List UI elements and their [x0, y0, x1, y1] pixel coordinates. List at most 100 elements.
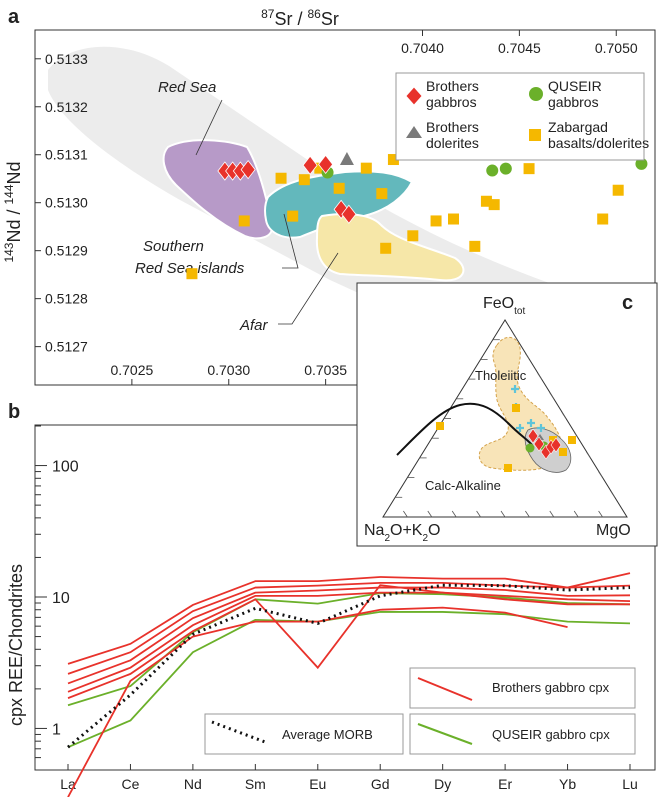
legend-brothers-box — [409, 667, 636, 709]
tholeiitic-calcalkaline-divide — [396, 402, 533, 456]
panel-c-ternary-inset: c FeOtot Na2O+K2O MgO Tholeiitic Calc-Al… — [356, 282, 658, 547]
y-tick-label: 0.5133 — [45, 51, 88, 67]
ternary-tick-right — [610, 491, 616, 498]
ternary-cross-point — [516, 424, 524, 432]
data-point-triangle — [339, 152, 354, 166]
cross-mark — [537, 424, 545, 432]
panel-a-ticks — [35, 30, 617, 385]
data-point-square — [380, 242, 392, 254]
ree-element-label: Lu — [622, 776, 638, 792]
ree-element-label: Gd — [371, 776, 390, 792]
panel-b-ree-chart: b cpx REE/Chondrites 1 10 100 La Ce Nd Sm Eu Gd D… — [6, 401, 656, 797]
y-tick-label: 0.5127 — [45, 339, 88, 355]
region-label-red-sea: Red Sea — [158, 79, 216, 96]
legend-morb-box — [204, 713, 404, 755]
data-point-circle — [486, 164, 499, 177]
legend-marker-brothers-dolerites — [406, 126, 422, 138]
data-point-square — [612, 184, 624, 196]
ternary-tick-bottom — [500, 510, 506, 518]
cross-mark — [527, 419, 535, 427]
data-point-square — [430, 215, 442, 227]
ternary-vertex-mgo: MgO — [596, 522, 631, 539]
y-axis-title: 143Nd / 144Nd — [2, 161, 24, 262]
x-axis-title: 87Sr / 86Sr — [261, 7, 339, 29]
panel-b-label: b — [8, 401, 20, 423]
ree-element-label: Sm — [245, 776, 266, 792]
data-point-diamond — [318, 154, 334, 174]
ree-element-label: La — [60, 776, 76, 792]
ternary-label-calc-alkaline: Calc-Alkaline — [425, 478, 501, 493]
ternary-tick-bottom — [525, 510, 530, 518]
ternary-tick-right — [598, 471, 603, 478]
ternary-tick-right — [549, 392, 555, 400]
panel-c-label: c — [622, 292, 633, 314]
legend-marker-zabargad — [529, 129, 541, 141]
ternary-zabargad-point — [549, 436, 557, 444]
ternary-vertex-alkali: Na2O+K2O — [364, 522, 441, 544]
leader-afar — [278, 252, 339, 325]
brothers-cpx-line — [67, 586, 631, 685]
ternary-zabargad-point — [512, 404, 520, 412]
ternary-zabargad-point — [436, 422, 444, 430]
brothers-cpx-line — [67, 606, 568, 797]
panel-a-data-marks — [186, 152, 648, 280]
legend-label-zabargad-2: basalts/dolerites — [548, 135, 649, 151]
data-point-square — [387, 154, 399, 166]
data-point-diamond — [302, 155, 318, 175]
ternary-brothers-point — [527, 428, 539, 444]
ternary-cross-point — [537, 424, 545, 432]
ternary-tick-bottom — [403, 510, 408, 518]
data-point-square — [287, 210, 299, 222]
ternary-tick-bottom — [451, 510, 457, 518]
brothers-cpx-line — [67, 582, 631, 675]
panel-b-lines — [67, 572, 631, 797]
cross-mark — [511, 385, 519, 393]
ternary-triangle — [382, 319, 628, 518]
legend-brothers-swatch — [417, 677, 473, 701]
region-label-afar: Afar — [239, 317, 269, 334]
x-tick-label-top: 0.7050 — [595, 40, 638, 56]
ree-element-label: Eu — [309, 776, 326, 792]
data-point-circle — [499, 162, 512, 175]
ree-element-label: Dy — [434, 776, 451, 792]
legend-quseir-label: QUSEIR gabbro cpx — [492, 727, 610, 742]
cross-mark — [516, 424, 524, 432]
ternary-tick-right — [561, 412, 567, 419]
ternary-tick-bottom — [598, 510, 603, 518]
ternary-tick-bottom — [476, 510, 481, 518]
ternary-brothers-point — [550, 437, 562, 453]
data-point-square — [275, 172, 287, 184]
ternary-cross-point — [527, 419, 535, 427]
ternary-zabargad-point — [504, 464, 512, 472]
leader-southern-islands — [282, 213, 299, 269]
ree-y-axis-title: cpx REE/Chondrites — [6, 564, 26, 726]
y-tick-label: 0.5132 — [45, 99, 88, 115]
ree-y-tick-label: 100 — [52, 459, 79, 476]
x-tick-label-bottom: 0.7030 — [207, 362, 250, 378]
legend-label-brothers-dolerites-1: Brothers — [426, 119, 479, 135]
legend-label-brothers-gabbros-1: Brothers — [426, 78, 479, 94]
region-label-southern: Southern — [143, 238, 204, 255]
data-point-square — [407, 230, 419, 242]
data-point-diamond — [240, 159, 256, 180]
data-point-square — [298, 174, 310, 186]
legend-marker-quseir-gabbros — [529, 87, 543, 101]
data-point-square — [186, 268, 198, 280]
ree-element-label: Er — [498, 776, 512, 792]
panel-a-tick-labels: 0.7025 0.7030 0.7035 0.7040 0.7045 0.7050 0.51… — [45, 40, 638, 378]
ree-element-label: Ce — [121, 776, 139, 792]
ree-element-label: Nd — [184, 776, 202, 792]
ternary-tick-right — [586, 451, 591, 459]
ternary-tick-right — [573, 431, 579, 439]
data-point-square — [523, 163, 535, 175]
legend-label-brothers-dolerites-2: dolerites — [426, 135, 479, 151]
ternary-data-marks — [436, 385, 576, 472]
legend-label-zabargad-1: Zabargad — [548, 119, 608, 135]
panel-b-ticks — [35, 425, 631, 770]
data-point-square — [488, 199, 500, 211]
data-point-square — [597, 213, 609, 225]
ternary-tick-bottom — [573, 510, 579, 518]
data-point-square — [469, 240, 481, 252]
legend-brothers-label: Brothers gabbro cpx — [492, 680, 610, 695]
ree-y-tick-label: 10 — [52, 590, 70, 607]
